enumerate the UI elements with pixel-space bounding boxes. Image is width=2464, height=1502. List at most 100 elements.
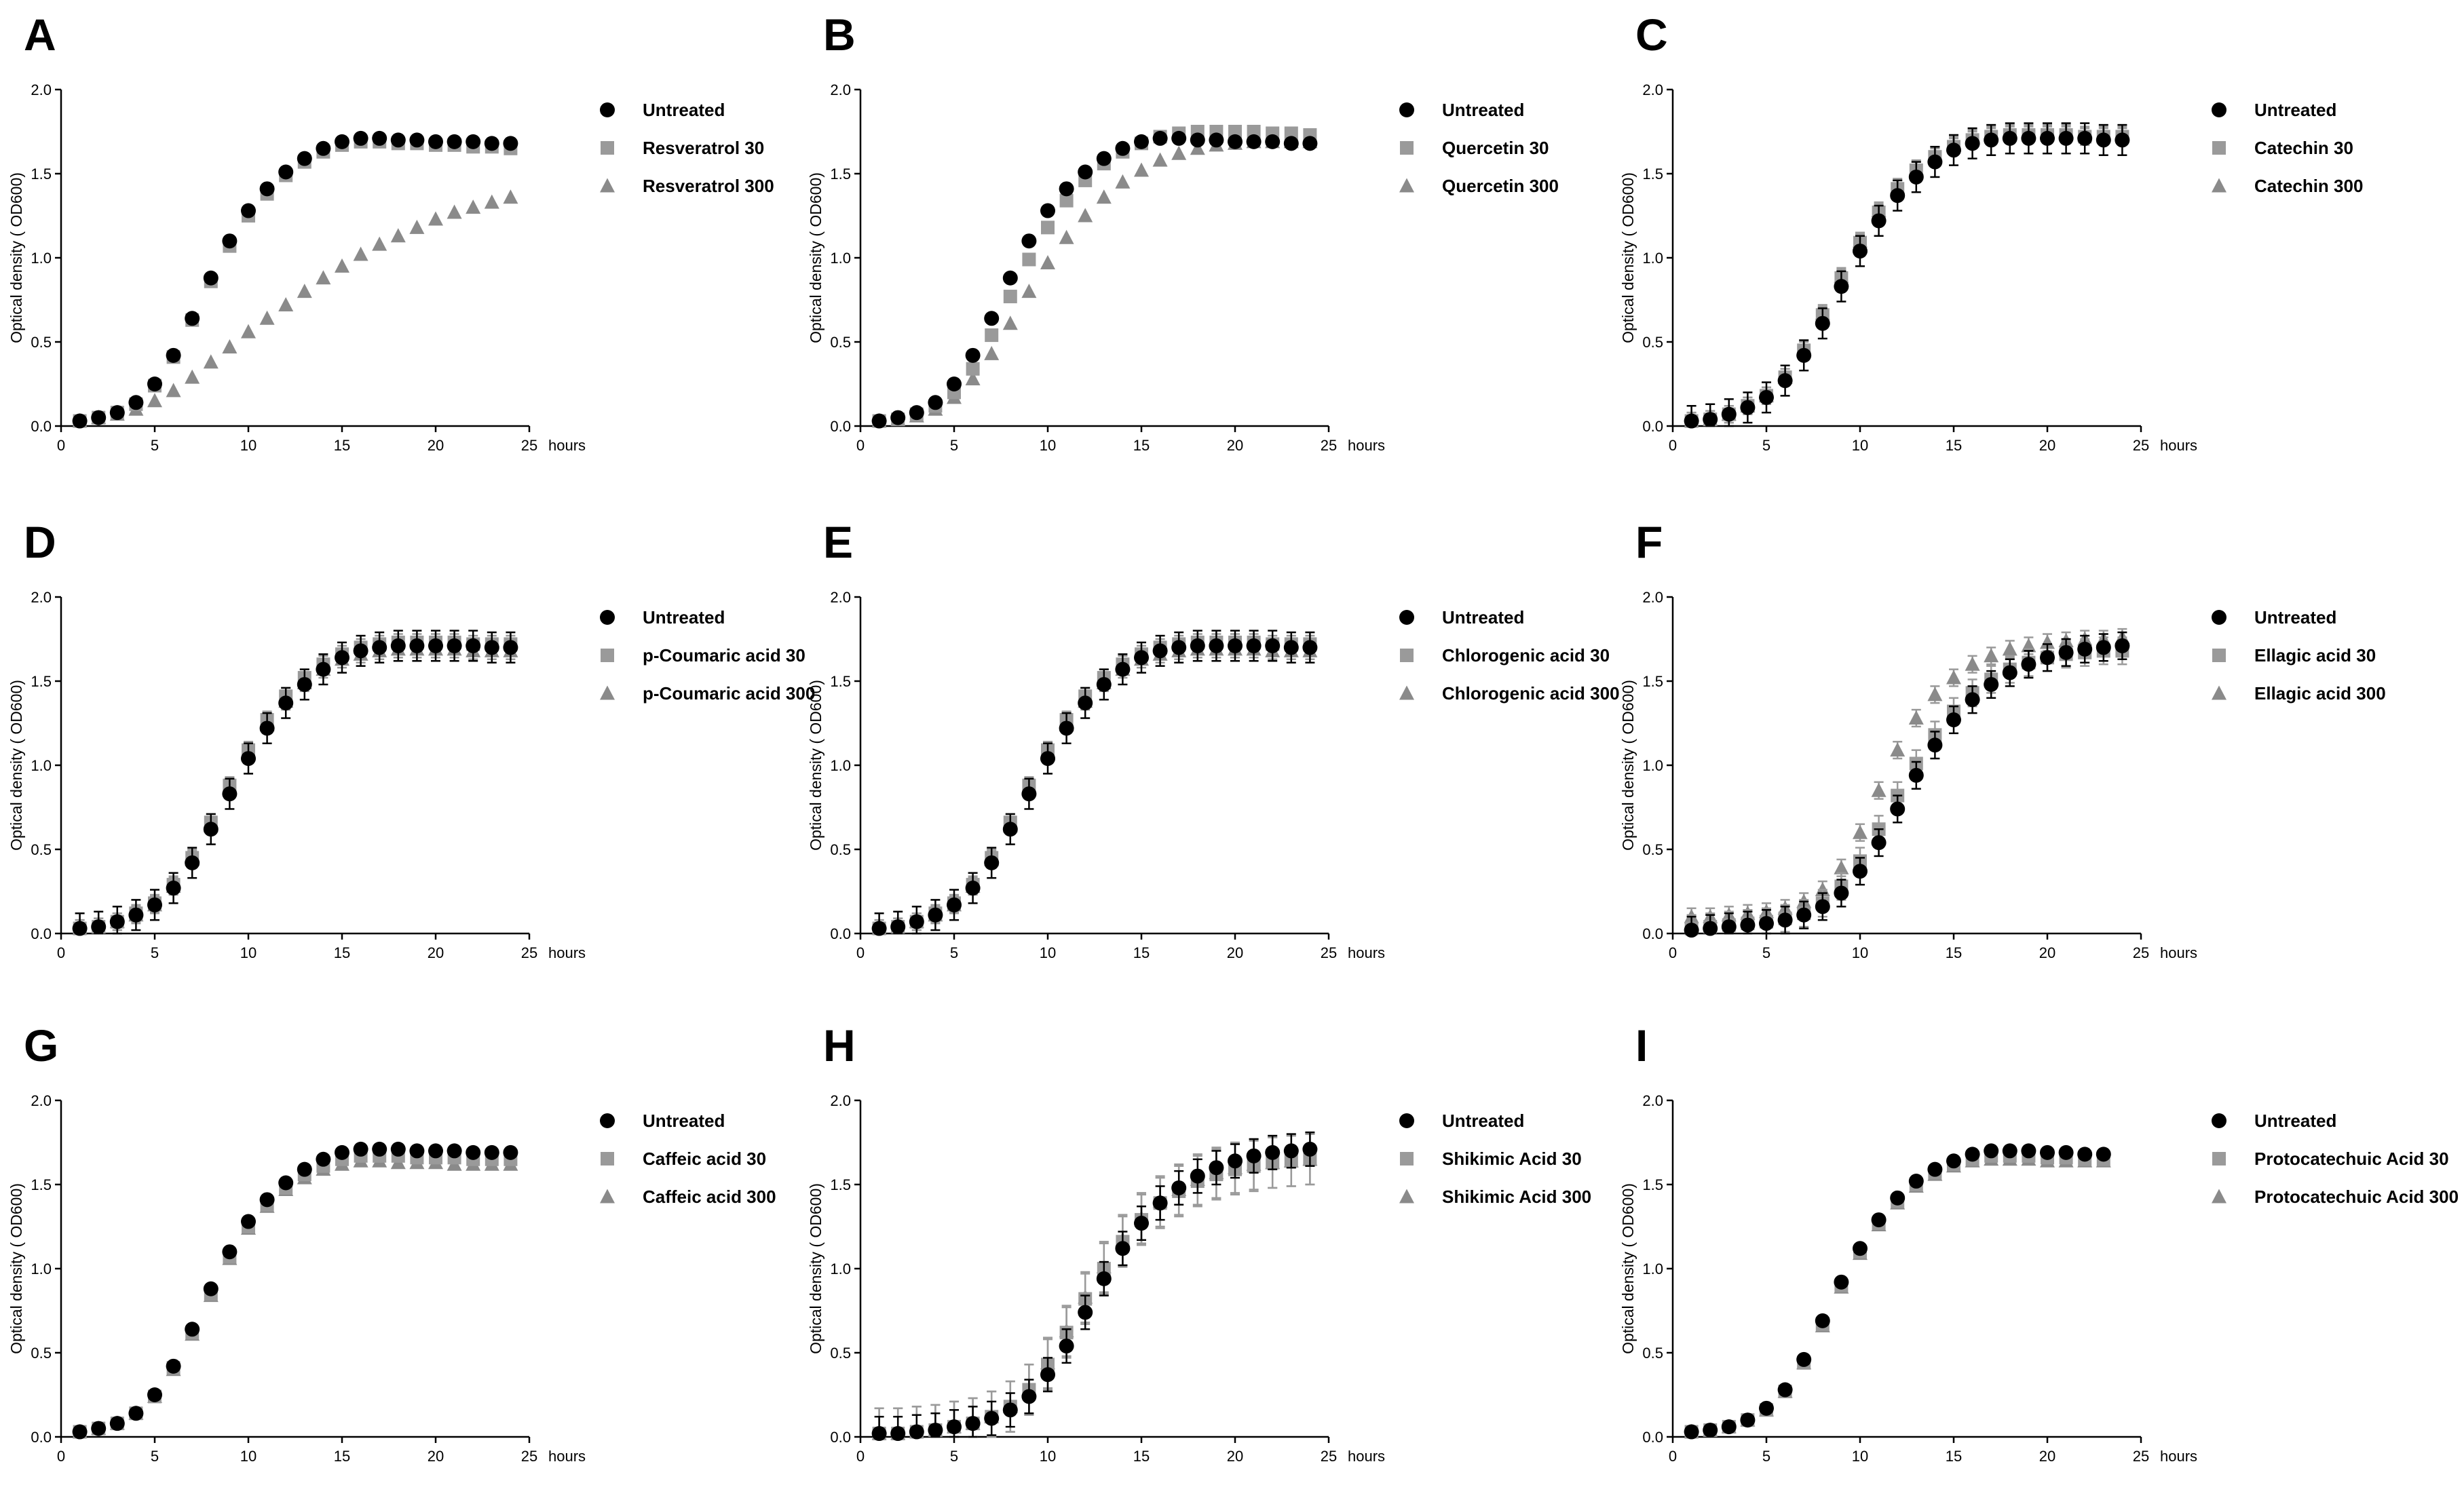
data-point — [222, 786, 238, 802]
data-point — [259, 1192, 275, 1208]
data-point — [871, 921, 887, 936]
data-point — [1002, 822, 1018, 837]
data-point — [1059, 193, 1074, 208]
series-square — [73, 134, 518, 428]
data-point — [353, 130, 368, 146]
data-point — [503, 1144, 518, 1160]
data-point — [353, 1141, 368, 1157]
data-point — [2021, 657, 2036, 672]
x-tick-label: 20 — [2039, 1448, 2055, 1465]
data-point — [1740, 917, 1756, 933]
data-point — [297, 151, 312, 166]
data-point — [1283, 1143, 1299, 1159]
data-point — [985, 328, 999, 343]
data-point — [147, 377, 162, 391]
data-point — [1190, 132, 1205, 148]
data-point — [2077, 1147, 2093, 1162]
data-point — [147, 897, 162, 912]
y-tick-label: 0.5 — [830, 1345, 851, 1362]
data-point — [947, 1419, 962, 1435]
data-point — [109, 405, 125, 421]
data-point — [1871, 1212, 1887, 1228]
panel-letter: I — [1635, 1020, 1648, 1071]
series-triangle — [1684, 628, 2130, 926]
data-point — [503, 640, 518, 655]
data-point — [278, 695, 294, 711]
data-point — [1002, 315, 1018, 330]
data-point — [335, 650, 349, 666]
data-point — [1265, 134, 1281, 149]
x-axis-title: hours — [1348, 1448, 1385, 1465]
y-tick-label: 2.0 — [830, 1092, 851, 1109]
panel-letter: B — [823, 9, 856, 60]
data-point — [1190, 638, 1205, 653]
x-tick-label: 15 — [334, 1448, 350, 1465]
data-point — [1927, 1161, 1943, 1177]
y-tick-label: 0.0 — [31, 925, 52, 942]
data-point — [1890, 1190, 1906, 1206]
data-point — [1228, 1153, 1243, 1169]
data-point — [1002, 1402, 1018, 1418]
data-point — [1096, 151, 1112, 166]
data-point — [1247, 125, 1261, 138]
data-point — [353, 643, 368, 659]
x-tick-label: 25 — [521, 437, 537, 454]
series-triangle — [1684, 123, 2130, 428]
y-axis-title: Optical density ( OD600) — [1619, 172, 1637, 343]
legend-marker-square — [1400, 1152, 1414, 1166]
data-point — [316, 661, 331, 677]
x-tick-label: 5 — [151, 437, 159, 454]
panel-e: E 0.0 0.5 1.0 1.5 2.0 0 5 10 15 20 25 hours Optical d… — [807, 517, 1620, 961]
data-point — [166, 347, 181, 363]
x-tick-label: 25 — [1321, 944, 1337, 961]
series-circle — [72, 1141, 518, 1440]
data-point — [372, 640, 387, 655]
data-point — [1115, 140, 1131, 156]
data-point — [1890, 188, 1906, 204]
x-tick-label: 15 — [1133, 1448, 1150, 1465]
y-tick-label: 1.5 — [1642, 1176, 1663, 1193]
y-axis-title: Optical density ( OD600) — [7, 172, 25, 343]
data-point — [1853, 864, 1868, 879]
x-tick-label: 5 — [151, 1448, 159, 1465]
data-point — [91, 919, 107, 935]
y-tick-label: 0.5 — [1642, 841, 1663, 858]
legend-label: Catechin 300 — [2254, 176, 2363, 196]
x-tick-label: 10 — [1852, 944, 1868, 961]
y-tick-label: 0.5 — [31, 841, 52, 858]
legend-marker-square — [1400, 649, 1414, 662]
x-axis-title: hours — [548, 944, 586, 961]
data-point — [1209, 638, 1224, 653]
data-point — [1021, 1389, 1037, 1404]
x-tick-label: 5 — [1762, 944, 1770, 961]
legend-marker-circle — [1399, 102, 1414, 117]
x-tick-label: 15 — [1946, 1448, 1962, 1465]
data-point — [1908, 710, 1924, 725]
data-point — [203, 270, 219, 286]
data-point — [185, 311, 200, 326]
data-point — [259, 181, 275, 197]
legend-marker-triangle — [600, 685, 615, 700]
data-point — [428, 134, 443, 149]
data-point — [1834, 885, 1849, 901]
data-point — [1078, 164, 1093, 180]
data-point — [466, 1144, 481, 1160]
y-tick-label: 0.0 — [31, 1429, 52, 1446]
data-point — [409, 219, 425, 234]
data-point — [466, 134, 481, 149]
data-point — [1721, 406, 1737, 422]
legend-marker-square — [601, 649, 614, 662]
x-tick-label: 5 — [1762, 1448, 1770, 1465]
data-point — [1021, 284, 1037, 299]
data-point — [447, 1143, 462, 1159]
data-point — [128, 395, 144, 410]
y-tick-label: 1.0 — [1642, 757, 1663, 774]
x-tick-label: 20 — [1227, 437, 1243, 454]
data-point — [72, 1424, 88, 1440]
data-point — [353, 246, 368, 261]
data-point — [2096, 132, 2111, 148]
data-point — [1721, 919, 1737, 935]
x-tick-label: 15 — [1946, 437, 1962, 454]
data-point — [72, 413, 88, 429]
data-point — [1853, 1241, 1868, 1256]
